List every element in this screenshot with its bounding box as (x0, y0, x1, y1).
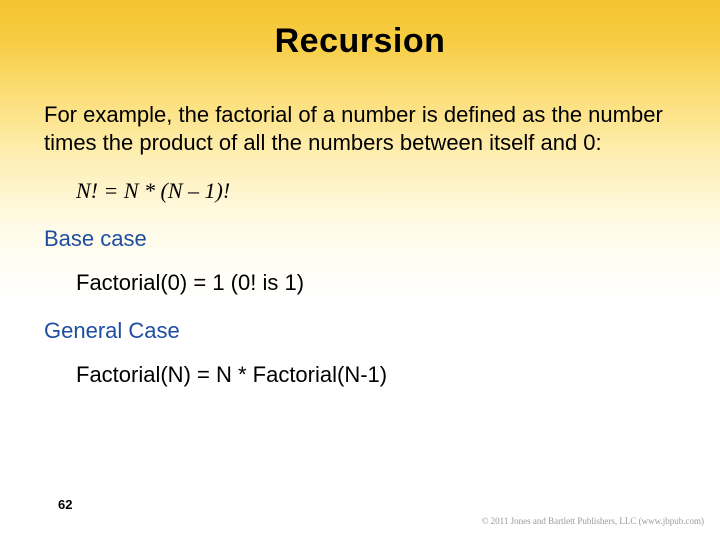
slide-container: Recursion For example, the factorial of … (0, 0, 720, 540)
general-case-label: General Case (44, 318, 676, 344)
page-number: 62 (58, 497, 72, 512)
copyright-text: © 2011 Jones and Bartlett Publishers, LL… (482, 516, 704, 526)
base-case-label: Base case (44, 226, 676, 252)
general-case-line: Factorial(N) = N * Factorial(N-1) (76, 362, 676, 388)
intro-paragraph: For example, the factorial of a number i… (44, 101, 676, 156)
slide-title: Recursion (44, 22, 676, 61)
base-case-line: Factorial(0) = 1 (0! is 1) (76, 270, 676, 296)
formula-line: N! = N * (N – 1)! (76, 178, 676, 204)
